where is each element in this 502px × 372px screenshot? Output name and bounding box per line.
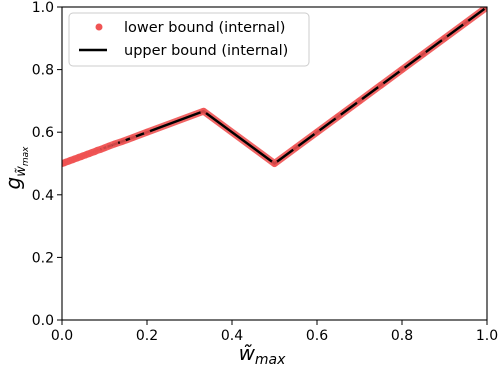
legend-box [68,12,310,67]
lower-bound-point [105,142,113,150]
lower-bound-point [483,7,487,11]
series-layer [62,7,487,167]
y-tick-label: 0.6 [32,125,54,141]
lower-bound-point [111,140,119,148]
lower-bound-point [356,97,363,105]
y-axis-label: gw̃max [1,146,31,190]
lower-bound-point [292,144,300,152]
y-tick-label: 0.4 [32,188,54,204]
lower-bound-point [119,137,127,145]
legend-marker-lower-bound [95,23,103,31]
legend: lower bound (internal) upper bound (inte… [68,12,310,67]
lower-bound-point [462,19,470,26]
y-tick-label: 1.0 [32,0,54,16]
legend-label-upper-bound: upper bound (internal) [124,43,288,59]
y-tick-label: 0.2 [32,250,54,266]
x-tick-label: 1.0 [476,328,498,344]
lower-bound-point [419,50,427,58]
lower-bound-point [377,81,385,89]
plot-frame [61,6,488,321]
x-axis-label: w̃max [239,341,287,368]
x-tick-label: 0.2 [136,328,158,344]
ticks-layer: 0.0 0.2 0.4 0.6 0.8 1.0 0.0 0.2 0.4 0.6 0.8 1.0 [32,0,498,344]
x-tick-label: 0.6 [306,328,328,344]
x-tick-label: 0.4 [221,328,243,344]
lower-bound-point [441,35,448,42]
lower-bound-point [334,113,342,120]
y-tick-label: 0.0 [32,313,54,329]
lower-bound-point [271,160,278,167]
lower-bound-point [143,128,151,136]
y-tick-label: 0.8 [32,63,54,79]
lower-bound-point [398,66,406,73]
lower-bound-point [200,107,207,115]
x-tick-label: 0.0 [51,328,73,344]
lower-bound-point [313,128,321,136]
legend-label-lower-bound: lower bound (internal) [124,20,285,36]
lower-bound-point [129,134,137,141]
x-tick-label: 0.8 [391,328,413,344]
